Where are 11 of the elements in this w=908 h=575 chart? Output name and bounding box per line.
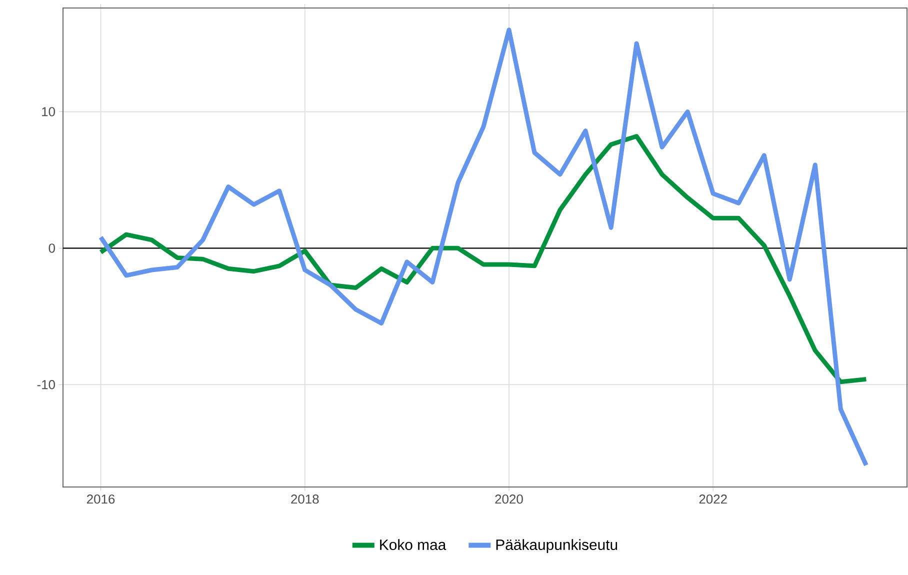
y-tick-label: 0: [48, 244, 55, 253]
line-series: [98, 28, 868, 468]
x-tick-label: 2022: [699, 494, 727, 504]
x-tick-label: 2020: [495, 494, 523, 504]
y-tick-label: -10: [37, 380, 55, 390]
x-tick-label: 2018: [291, 494, 319, 504]
legend-label: Koko maa: [380, 539, 446, 550]
y-tick-label: 10: [42, 107, 55, 116]
legend-label: Pääkaupunkiseutu: [496, 539, 618, 553]
x-tick-label: 2016: [87, 494, 115, 504]
line-series: [98, 134, 868, 384]
